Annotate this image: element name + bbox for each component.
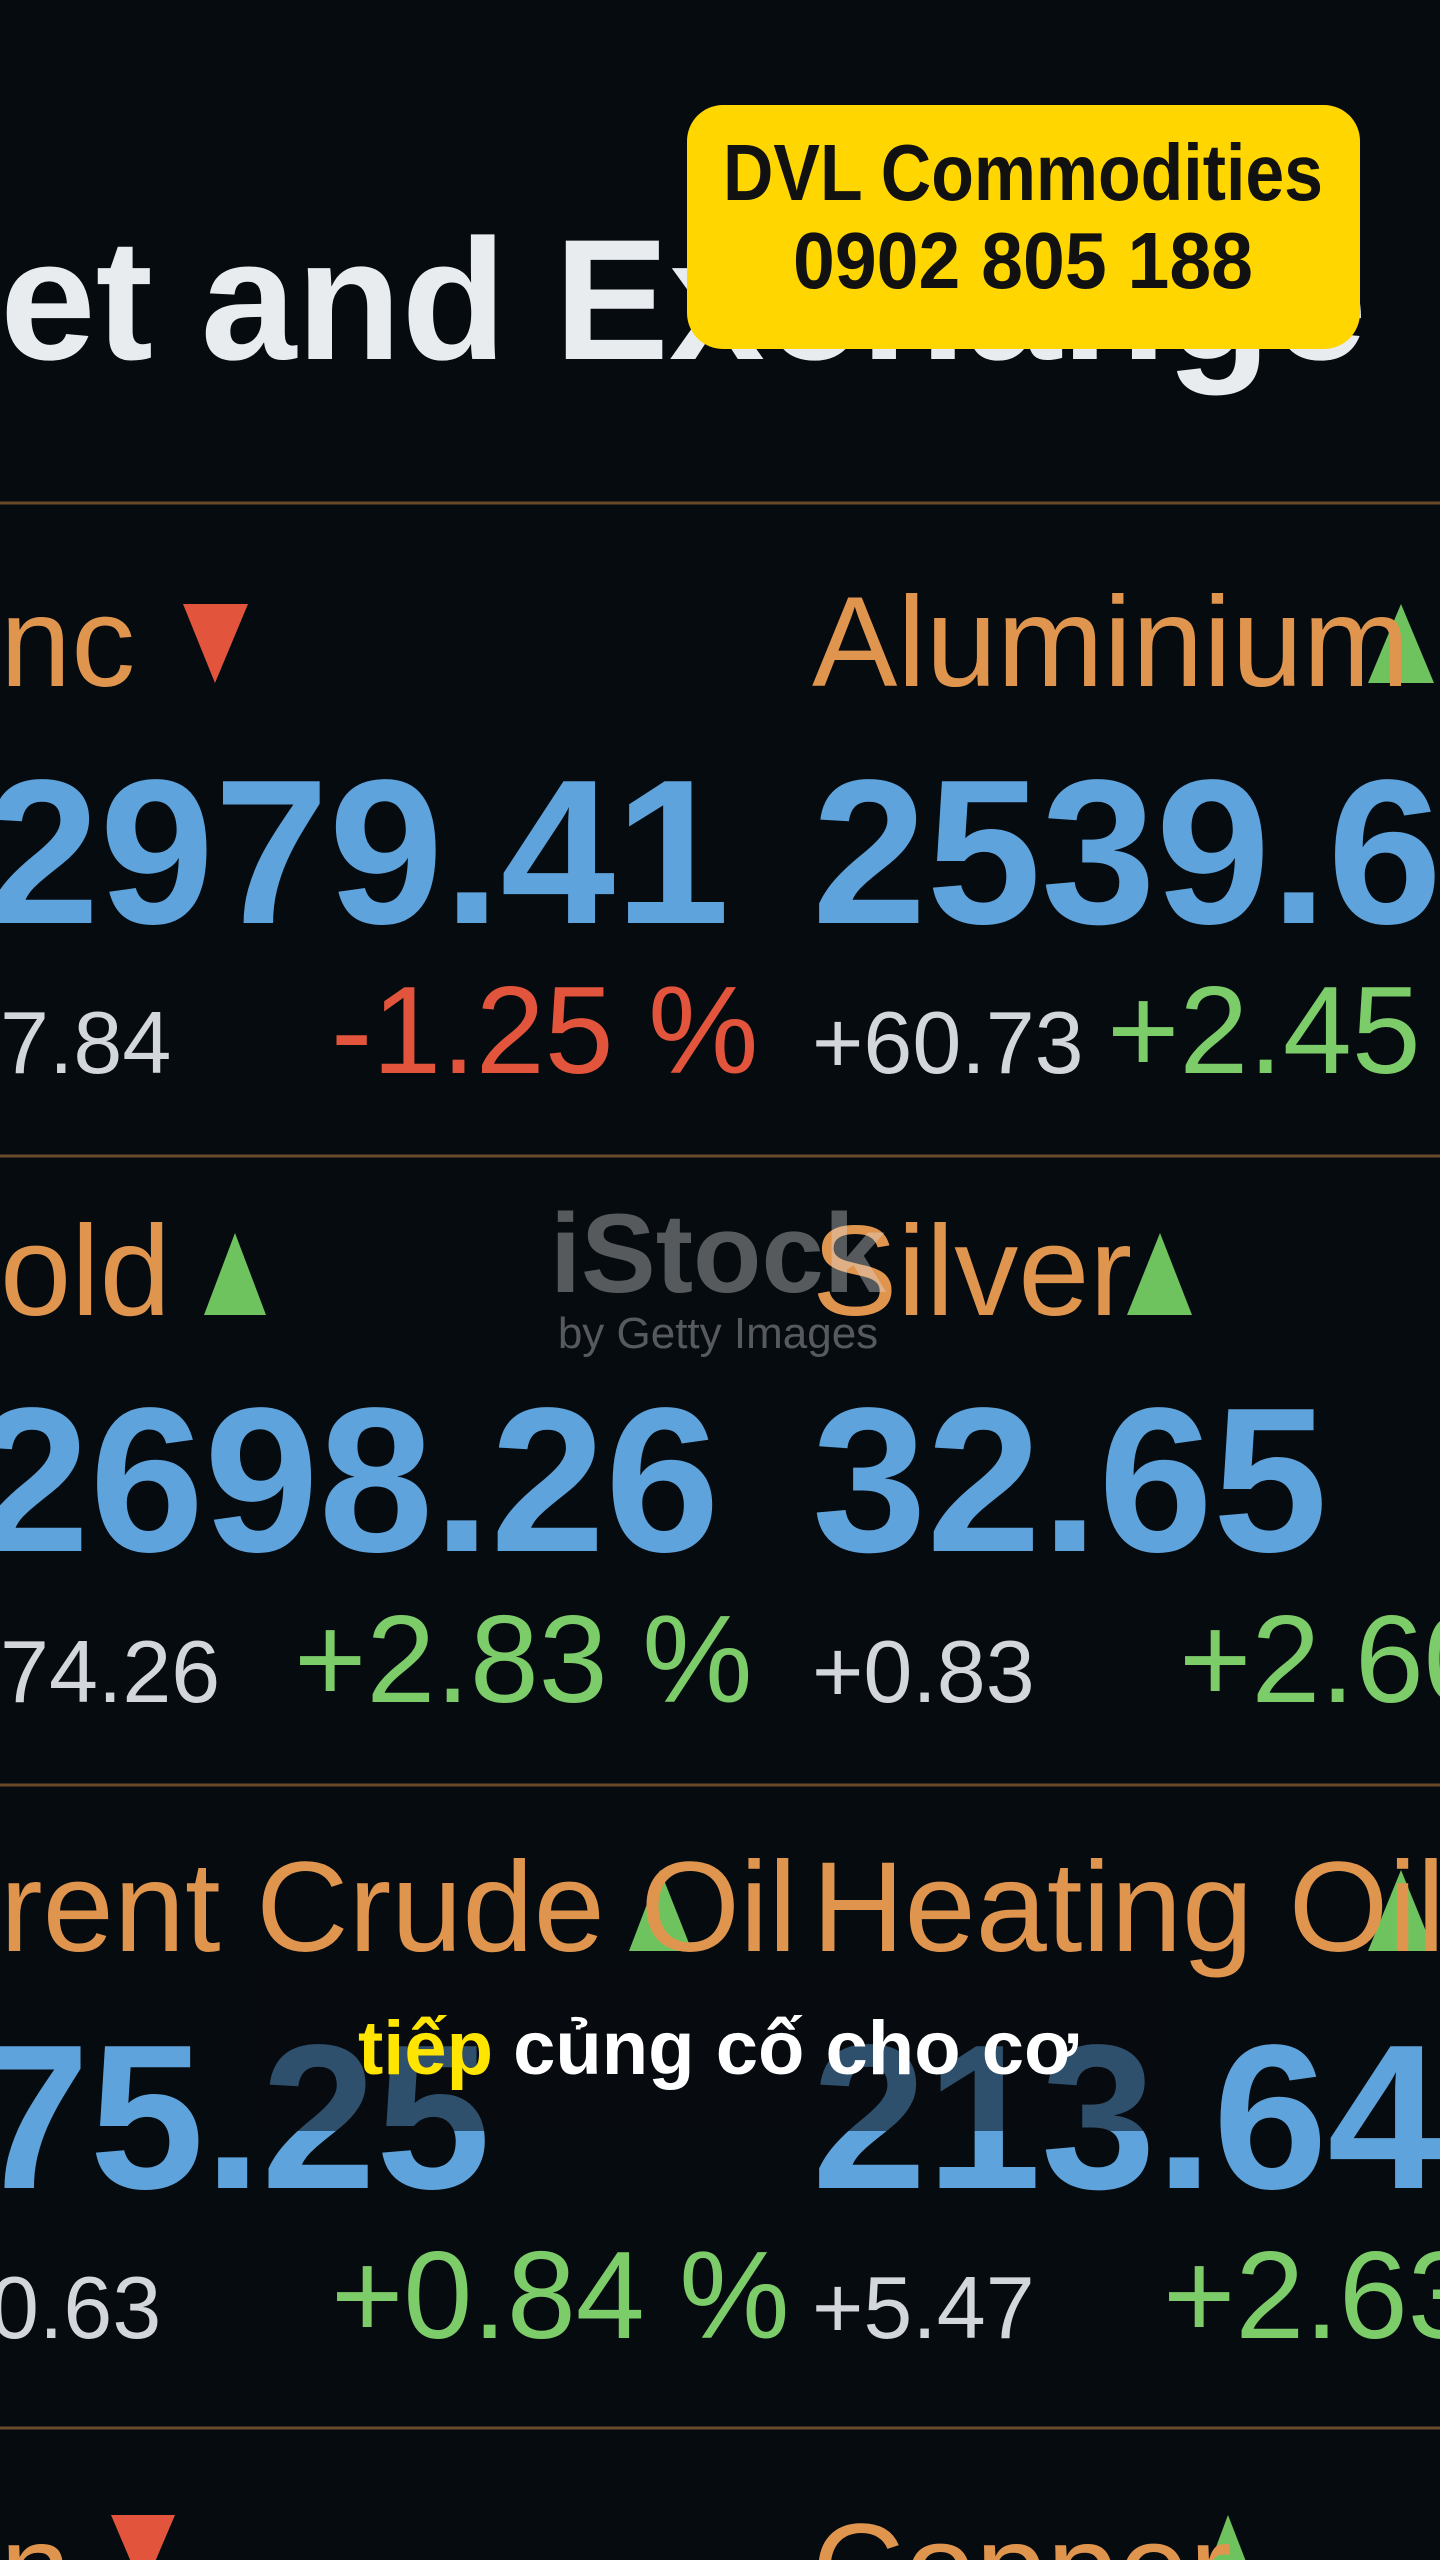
badge (687, 105, 1360, 349)
tile-change: 0.63 (0, 2258, 161, 2357)
tile-name: Silver (812, 1200, 1132, 1343)
tile-price: 2698.26 (0, 1365, 720, 1595)
caption-box (261, 1968, 1176, 2131)
tile-change: 74.26 (0, 1622, 220, 1721)
up-arrow (1211, 2515, 1246, 2560)
tile-change: 7.84 (0, 993, 171, 1092)
watermark-brand: iStock (550, 1191, 887, 1316)
tile-price: 2539.63 (812, 737, 1440, 967)
up-arrow (1368, 604, 1434, 683)
tile-change: +60.73 (812, 993, 1084, 1092)
up-arrow (204, 1233, 266, 1315)
caption-text: củng cố cho cơ (513, 2006, 1079, 2091)
tile-name: Aluminium (812, 571, 1410, 714)
tile-name: Heating Oil (812, 1836, 1440, 1979)
tile-name: old (0, 1200, 171, 1343)
tile-change: +0.83 (812, 1622, 1035, 1721)
tile-name: Copper (812, 2498, 1232, 2560)
tile-price: 32.65 (812, 1365, 1328, 1595)
badge-phone: 0902 805 188 (793, 216, 1253, 305)
tile-percent: +2.45 % (1107, 962, 1440, 1100)
badge-name: DVL Commodities (723, 128, 1323, 217)
up-arrow (1368, 1870, 1434, 1951)
separators (0, 501, 1440, 2430)
tile-change: +5.47 (812, 2258, 1035, 2357)
arrows (111, 604, 1434, 2560)
tile-price: 2979.41 (0, 737, 730, 967)
down-arrow (183, 604, 248, 683)
tile-name: rent Crude Oil (0, 1836, 797, 1979)
watermark: iStock by Getty Images (550, 1191, 887, 1358)
tile-percent: +2.60 % (1179, 1591, 1440, 1729)
tile-name: n (0, 2498, 71, 2560)
tile-percent: +2.83 % (294, 1591, 752, 1729)
tile-name: nc (0, 571, 135, 714)
tiles: nc 2979.41 7.84 -1.25 % Aluminium 2539.63 +60.… (0, 571, 1440, 2560)
caption: tiếp củng cố cho cơ (358, 2006, 1079, 2091)
watermark-byline: by Getty Images (558, 1309, 878, 1358)
up-arrow (629, 1870, 692, 1951)
caption-highlight: tiếp (358, 2006, 493, 2091)
down-arrow (111, 2515, 175, 2560)
up-arrow (1127, 1233, 1192, 1315)
tile-percent: +2.63 % (1163, 2227, 1440, 2365)
tile-percent: -1.25 % (331, 962, 758, 1100)
tile-percent: +0.84 % (331, 2227, 789, 2365)
